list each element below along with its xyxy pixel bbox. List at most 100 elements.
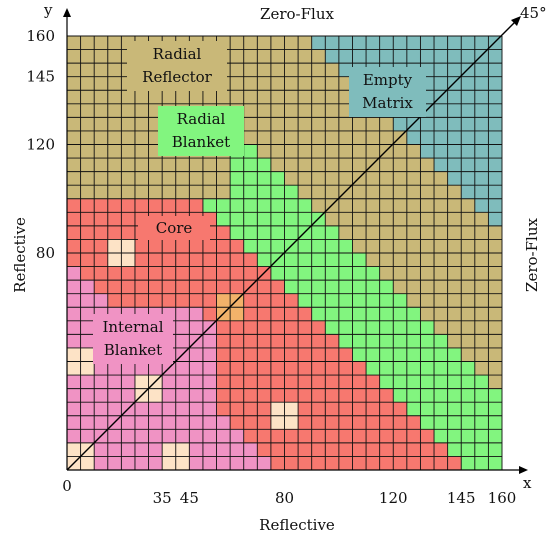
grid-cell [420,293,435,308]
grid-cell [420,280,435,294]
grid-cell [134,239,149,254]
grid-cell [121,171,136,186]
grid-cell [447,320,462,335]
grid-cell [257,334,272,349]
grid-cell [284,117,299,132]
grid-cell [270,239,285,254]
grid-cell [80,158,95,172]
grid-cell [121,429,136,444]
grid-cell [270,375,285,389]
grid-cell [298,415,312,430]
grid-cell [94,144,109,159]
grid-cell [420,130,435,145]
grid-cell [243,76,258,91]
grid-cell [216,388,231,403]
grid-cell [393,307,408,322]
grid-cell [352,334,367,349]
grid-cell [134,198,149,213]
grid-cell [352,253,367,267]
grid-cell [352,442,367,457]
grid-cell [488,144,503,159]
grid-cell [121,415,136,430]
grid-cell [488,402,503,417]
grid-cell [379,266,394,281]
grid-cell [434,198,448,213]
grid-cell [94,442,109,457]
grid-cell [434,415,448,430]
grid-cell [366,361,380,376]
grid-cell [311,334,326,349]
grid-cell [447,266,462,281]
grid-cell [189,456,204,471]
grid-cell [393,130,408,145]
grid-cell [474,225,489,240]
grid-cell [366,334,380,349]
grid-cell [406,198,421,213]
grid-cell [461,280,476,294]
grid-cell [243,442,258,457]
grid-cell [270,456,285,471]
grid-cell [420,225,435,240]
grid-cell [488,361,503,376]
y-axis-arrow [63,8,71,17]
grid-cell [243,239,258,254]
grid-cell [243,171,258,186]
grid-cell [311,144,326,159]
grid-cell [162,185,177,200]
grid-cell [67,103,81,118]
grid-cell [461,49,476,64]
grid-cell [461,63,476,77]
grid-cell [243,90,258,105]
grid-cell [461,334,476,349]
grid-cell [420,334,435,349]
grid-cell [134,361,149,376]
grid-cell [311,375,326,389]
grid-cell [338,320,353,335]
grid-cell [121,158,136,172]
grid-cell [338,49,353,64]
grid-cell [284,198,299,213]
grid-cell [175,293,190,308]
grid-cell [311,185,326,200]
grid-cell [434,253,448,267]
x-tick-label: 120 [379,489,408,507]
grid-cell [230,361,245,376]
grid-cell [107,388,122,403]
grid-cell [406,130,421,145]
grid-cell [216,212,231,227]
grid-cell [230,266,245,281]
grid-cell [80,334,95,349]
grid-cell [338,375,353,389]
grid-cell [447,76,462,91]
grid-cell [447,212,462,227]
grid-cell [298,212,312,227]
grid-cell [230,171,245,186]
grid-cell [107,442,122,457]
grid-cell [94,253,109,267]
grid-cell [67,49,81,64]
grid-cell [270,63,285,77]
grid-cell [393,253,408,267]
grid-cell [474,198,489,213]
grid-cell [270,171,285,186]
grid-cell [393,320,408,335]
grid-cell [175,253,190,267]
grid-cell [202,293,217,308]
grid-cell [148,293,163,308]
grid-cell [80,63,95,77]
grid-cell [474,442,489,457]
grid-cell [406,266,421,281]
grid-cell [447,49,462,64]
grid-cell [420,361,435,376]
grid-cell [393,36,408,50]
grid-cell [447,90,462,105]
grid-cell [67,198,81,213]
top-boundary-label: Zero-Flux [260,5,334,23]
grid-cell [488,293,503,308]
grid-cell [257,225,272,240]
grid-cell [338,144,353,159]
grid-cell [338,429,353,444]
grid-cell [270,130,285,145]
grid-cell [298,63,312,77]
grid-cell [434,239,448,254]
